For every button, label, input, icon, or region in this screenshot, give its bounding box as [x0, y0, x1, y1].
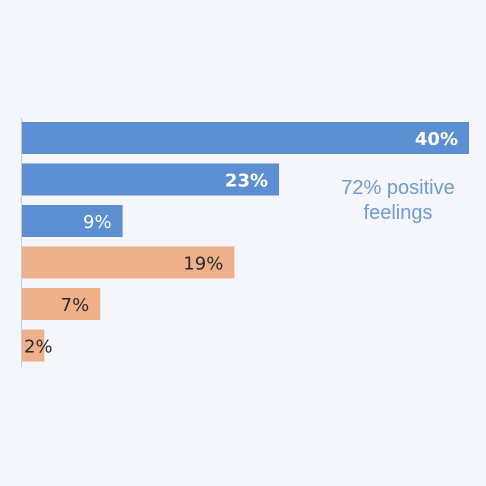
positive-feelings-annotation: 72% positive feelings: [318, 176, 478, 226]
bar-3: [22, 246, 235, 279]
bar-label-3: 19%: [183, 254, 223, 275]
annotation-line-2: feelings: [363, 202, 433, 224]
bar-label-0: 40%: [415, 129, 458, 150]
bar-label-4: 7%: [61, 295, 90, 316]
bar-1: [22, 163, 280, 196]
annotation-line-1: 72% positive: [341, 177, 455, 199]
bar-label-5: 2%: [24, 337, 53, 358]
bar-0: [22, 122, 469, 154]
bar-label-2: 9%: [83, 212, 112, 233]
bar-label-1: 23%: [225, 171, 268, 192]
bar-4: [22, 288, 101, 320]
bar-2: [22, 205, 123, 237]
bar-5: [22, 329, 45, 362]
